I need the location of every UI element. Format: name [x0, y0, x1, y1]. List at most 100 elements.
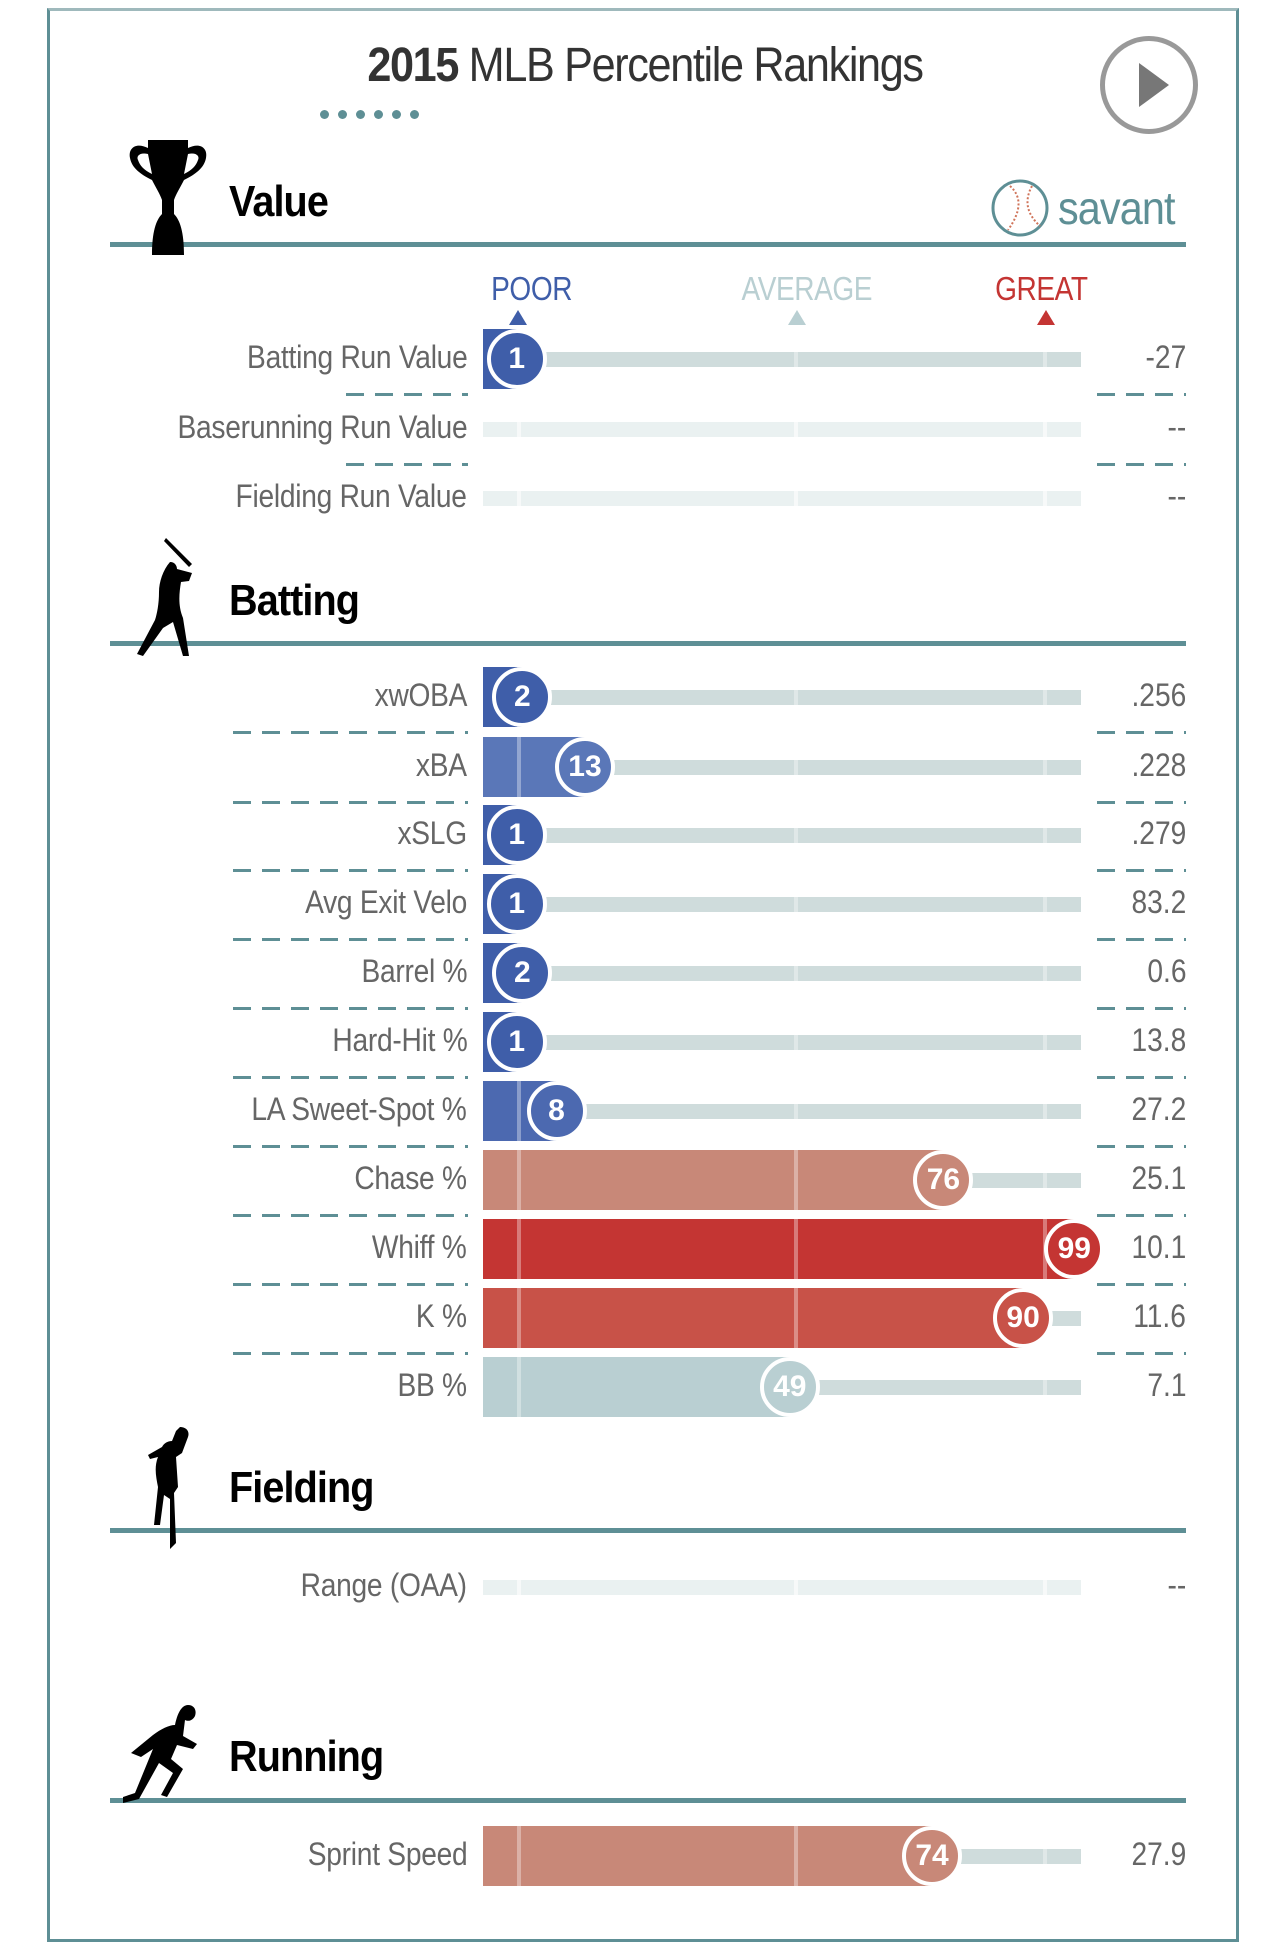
metric-row: Range (OAA) --	[0, 1557, 1280, 1617]
percentile-badge[interactable]: 1	[486, 1012, 547, 1072]
row-separator	[233, 1214, 468, 1217]
gridline	[517, 1288, 521, 1348]
percentile-badge[interactable]: 1	[486, 874, 547, 934]
gridline	[794, 1012, 798, 1072]
metric-label: xBA	[416, 747, 467, 783]
gridline	[794, 399, 798, 459]
percentile-track	[483, 1580, 1081, 1595]
percentile-track	[483, 828, 1081, 843]
percentile-track	[483, 1035, 1081, 1050]
metric-row: LA Sweet-Spot % 8 27.2	[0, 1081, 1280, 1141]
percentile-badge[interactable]: 8	[526, 1081, 587, 1141]
percentile-badge[interactable]: 1	[486, 329, 547, 389]
metric-label: K %	[416, 1298, 467, 1334]
metric-label: Avg Exit Velo	[305, 884, 467, 920]
row-separator	[346, 463, 468, 466]
title-dots	[320, 110, 419, 119]
section-title-fielding: Fielding	[229, 1463, 374, 1512]
metric-value: 27.9	[1131, 1836, 1186, 1872]
row-separator	[1097, 1145, 1186, 1148]
gridline	[1043, 468, 1047, 528]
gridline	[517, 1357, 521, 1417]
gridline	[1043, 399, 1047, 459]
gridline	[794, 667, 798, 727]
percentile-track	[483, 422, 1081, 437]
section-divider	[110, 641, 1186, 646]
metric-row: Sprint Speed 74 27.9	[0, 1826, 1280, 1886]
percentile-track	[483, 690, 1081, 705]
percentile-badge[interactable]: 99	[1044, 1219, 1105, 1279]
metric-label: BB %	[397, 1367, 468, 1403]
metric-row: Avg Exit Velo 1 83.2	[0, 874, 1280, 934]
gridline	[517, 1219, 521, 1279]
row-separator	[1097, 869, 1186, 872]
percentile-track	[483, 760, 1081, 775]
title-year: 2015	[367, 39, 459, 92]
percentile-badge[interactable]: 74	[902, 1826, 963, 1886]
metric-value: 13.8	[1131, 1022, 1186, 1058]
gridline	[794, 329, 798, 389]
percentile-badge[interactable]: 2	[492, 943, 553, 1003]
percentile-badge[interactable]: 2	[492, 667, 553, 727]
percentile-badge[interactable]: 1	[486, 805, 547, 865]
percentile-bar	[483, 1357, 790, 1417]
runner-icon	[118, 1705, 213, 1820]
gridline	[1043, 737, 1047, 797]
metric-value: .256	[1131, 677, 1186, 713]
metric-label: LA Sweet-Spot %	[251, 1091, 467, 1127]
metric-row: Fielding Run Value --	[0, 468, 1280, 528]
batter-icon	[128, 538, 208, 663]
scale-great: GREAT	[995, 270, 1088, 307]
metric-value: 25.1	[1131, 1160, 1186, 1196]
metric-label: Whiff %	[372, 1229, 467, 1265]
row-separator	[1097, 1076, 1186, 1079]
metric-label: Hard-Hit %	[331, 1022, 467, 1058]
metric-label: Baserunning Run Value	[177, 409, 467, 445]
percentile-badge[interactable]: 76	[913, 1150, 974, 1210]
percentile-track	[483, 1104, 1081, 1119]
metric-value: .228	[1131, 747, 1186, 783]
percentile-badge[interactable]: 49	[759, 1357, 820, 1417]
gridline	[1043, 667, 1047, 727]
gridline	[794, 1826, 798, 1886]
gridline	[1043, 1012, 1047, 1072]
gridline	[517, 468, 521, 528]
gridline	[794, 1150, 798, 1210]
gridline	[517, 1081, 521, 1141]
row-separator	[233, 731, 468, 734]
percentile-track	[483, 966, 1081, 981]
section-divider	[110, 1528, 1186, 1533]
metric-row: K % 90 11.6	[0, 1288, 1280, 1348]
metric-value: .279	[1131, 815, 1186, 851]
metric-value: --	[1167, 409, 1186, 445]
section-divider	[110, 242, 1186, 247]
gridline	[1043, 1357, 1047, 1417]
metric-label: xSLG	[397, 815, 468, 851]
metric-label: Sprint Speed	[307, 1836, 467, 1872]
percentile-bar	[483, 1826, 933, 1886]
row-separator	[346, 393, 468, 396]
percentile-badge[interactable]: 13	[554, 737, 615, 797]
gridline	[517, 1150, 521, 1210]
gridline	[517, 399, 521, 459]
scale-poor: POOR	[491, 270, 573, 307]
gridline	[1043, 943, 1047, 1003]
metric-label: Batting Run Value	[246, 339, 468, 375]
row-separator	[1097, 1352, 1186, 1355]
row-separator	[1097, 1007, 1186, 1010]
play-button[interactable]	[1100, 36, 1198, 134]
metric-value: -27	[1145, 339, 1186, 375]
gridline	[794, 1288, 798, 1348]
metric-label: xwOBA	[374, 677, 467, 713]
percentile-badge[interactable]: 90	[993, 1288, 1054, 1348]
trophy-icon	[128, 140, 208, 260]
metric-value: 11.6	[1133, 1298, 1186, 1334]
gridline	[1043, 805, 1047, 865]
metric-row: xwOBA 2 .256	[0, 667, 1280, 727]
gridline	[794, 1219, 798, 1279]
metric-row: Baserunning Run Value --	[0, 399, 1280, 459]
gridline	[1043, 1826, 1047, 1886]
metric-label: Chase %	[354, 1160, 468, 1196]
gridline	[1043, 1150, 1047, 1210]
metric-value: --	[1167, 478, 1186, 514]
